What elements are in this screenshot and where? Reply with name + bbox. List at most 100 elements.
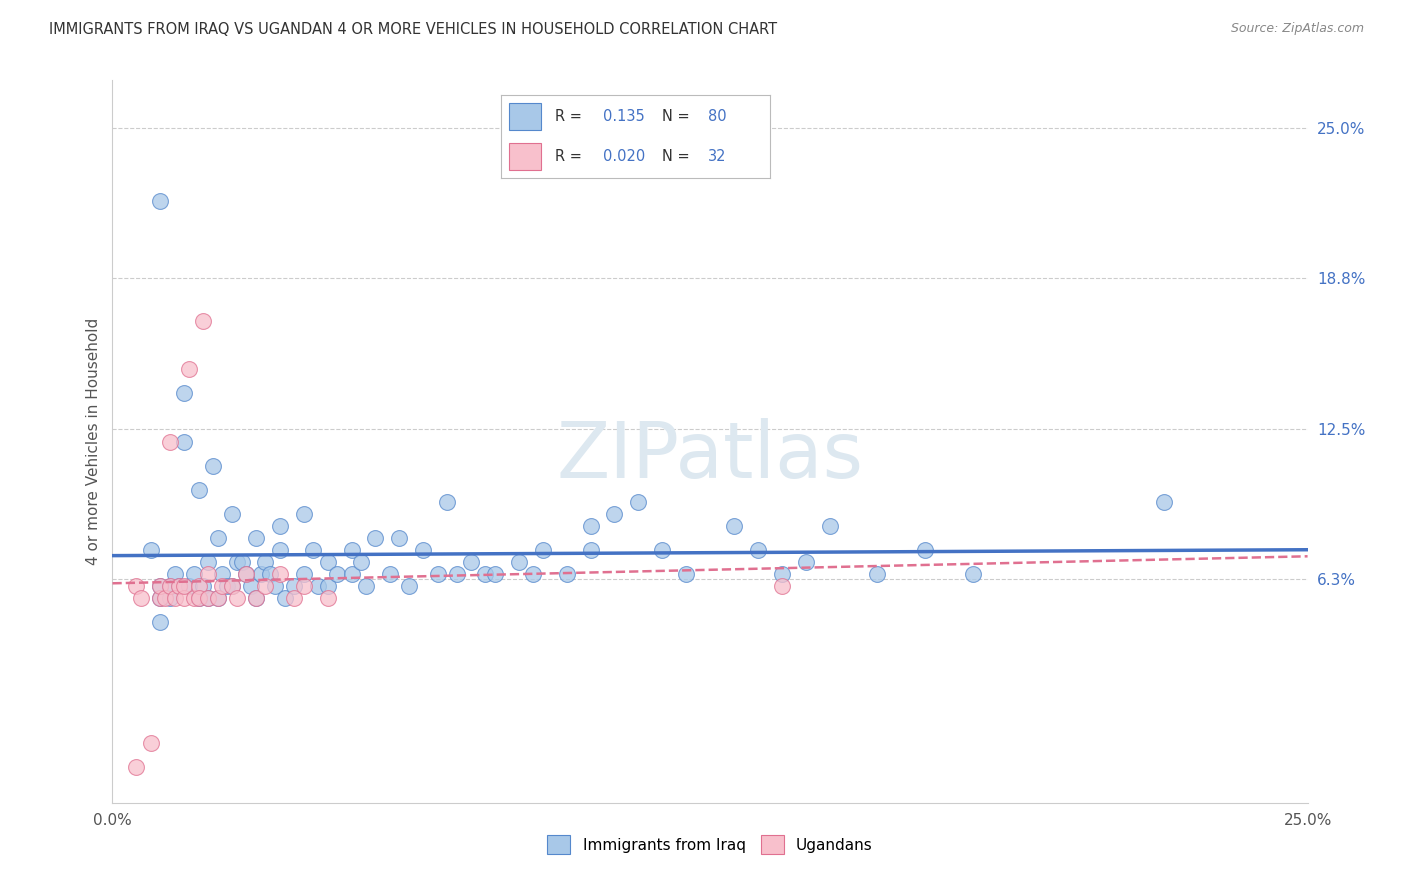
Point — [794, 555, 817, 569]
Point — [173, 591, 195, 606]
Point — [153, 591, 176, 606]
Point — [169, 579, 191, 593]
Point — [254, 579, 277, 593]
Point — [187, 483, 209, 497]
Point — [235, 567, 257, 582]
Point — [193, 579, 215, 593]
Point — [221, 507, 243, 521]
Point — [211, 579, 233, 593]
Point — [264, 579, 287, 593]
Point — [818, 518, 841, 533]
Point — [245, 531, 267, 545]
Point — [555, 567, 578, 582]
Point — [316, 555, 339, 569]
Point — [316, 591, 339, 606]
Text: Source: ZipAtlas.com: Source: ZipAtlas.com — [1230, 22, 1364, 36]
Point — [183, 591, 205, 606]
Point — [149, 591, 172, 606]
Point — [340, 542, 363, 557]
Point — [350, 555, 373, 569]
Point — [354, 579, 377, 593]
Point — [187, 591, 209, 606]
Point — [292, 507, 315, 521]
Point — [914, 542, 936, 557]
Point — [173, 579, 195, 593]
Point — [388, 531, 411, 545]
Point — [259, 567, 281, 582]
Point — [292, 567, 315, 582]
Point — [723, 518, 745, 533]
Point — [201, 458, 224, 473]
Point — [460, 555, 482, 569]
Point — [474, 567, 496, 582]
Point — [412, 542, 434, 557]
Point — [221, 579, 243, 593]
Point — [159, 579, 181, 593]
Point — [770, 579, 793, 593]
Point — [177, 362, 200, 376]
Point — [235, 567, 257, 582]
Point — [207, 591, 229, 606]
Point — [770, 567, 793, 582]
Point — [675, 567, 697, 582]
Point — [446, 567, 468, 582]
Point — [125, 760, 148, 774]
Text: IMMIGRANTS FROM IRAQ VS UGANDAN 4 OR MORE VEHICLES IN HOUSEHOLD CORRELATION CHAR: IMMIGRANTS FROM IRAQ VS UGANDAN 4 OR MOR… — [49, 22, 778, 37]
Point — [231, 555, 253, 569]
Point — [340, 567, 363, 582]
Point — [197, 567, 219, 582]
Point — [1153, 494, 1175, 508]
Point — [269, 567, 291, 582]
Point — [225, 591, 247, 606]
Point — [173, 386, 195, 401]
Point — [245, 591, 267, 606]
Point — [364, 531, 387, 545]
Y-axis label: 4 or more Vehicles in Household: 4 or more Vehicles in Household — [86, 318, 101, 566]
Point — [183, 567, 205, 582]
Point — [269, 518, 291, 533]
Point — [187, 591, 209, 606]
Point — [197, 591, 219, 606]
Point — [269, 542, 291, 557]
Point — [747, 542, 769, 557]
Point — [249, 567, 271, 582]
Point — [129, 591, 152, 606]
Point — [125, 579, 148, 593]
Point — [508, 555, 530, 569]
Point — [254, 555, 277, 569]
Point — [531, 542, 554, 557]
Point — [484, 567, 506, 582]
Point — [426, 567, 449, 582]
Point — [149, 591, 172, 606]
Point — [283, 591, 305, 606]
Point — [307, 579, 329, 593]
Point — [163, 591, 186, 606]
Point — [207, 591, 229, 606]
Point — [159, 579, 181, 593]
Point — [245, 591, 267, 606]
Point — [221, 579, 243, 593]
Point — [217, 579, 239, 593]
Point — [378, 567, 401, 582]
Point — [225, 555, 247, 569]
Point — [149, 615, 172, 630]
Point — [603, 507, 626, 521]
Point — [962, 567, 984, 582]
Point — [207, 531, 229, 545]
Point — [159, 591, 181, 606]
Point — [398, 579, 420, 593]
Point — [197, 591, 219, 606]
Legend: Immigrants from Iraq, Ugandans: Immigrants from Iraq, Ugandans — [541, 830, 879, 860]
Point — [149, 194, 172, 208]
Point — [579, 518, 602, 533]
Point — [177, 579, 200, 593]
Point — [187, 579, 209, 593]
Point — [522, 567, 544, 582]
Point — [163, 567, 186, 582]
Point — [292, 579, 315, 593]
Point — [240, 579, 263, 593]
Point — [149, 579, 172, 593]
Point — [579, 542, 602, 557]
Point — [627, 494, 650, 508]
Point — [436, 494, 458, 508]
